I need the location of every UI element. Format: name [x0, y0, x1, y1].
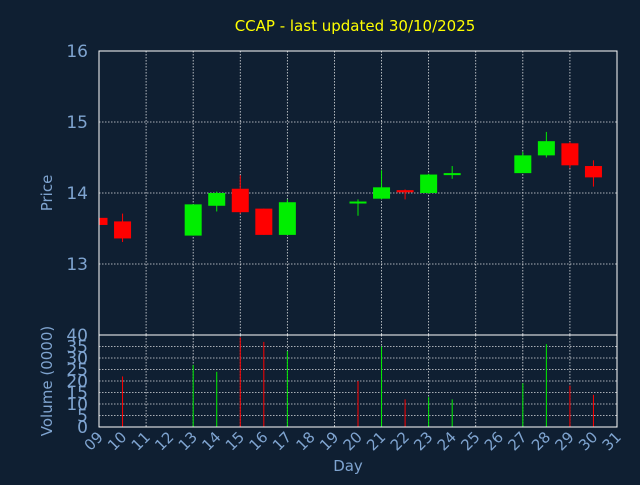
- candle: [349, 199, 367, 216]
- day-tick-label: 13: [175, 428, 201, 454]
- x-axis-label: Day: [333, 457, 363, 475]
- candle-body: [443, 173, 461, 176]
- day-tick-label: 19: [316, 428, 342, 454]
- candle: [255, 208, 273, 235]
- candle: [584, 160, 602, 187]
- day-tick-label: 27: [504, 428, 530, 454]
- candle: [537, 131, 555, 158]
- day-x-ticks: 0910111213141516171819202122232425262728…: [81, 428, 625, 454]
- candle: [98, 217, 108, 226]
- volume-tick-label: 5: [77, 407, 88, 427]
- candle-body: [208, 193, 226, 206]
- candle-body: [373, 187, 391, 199]
- volume-tick-label: 25: [66, 361, 88, 381]
- candle: [420, 173, 438, 194]
- day-tick-label: 31: [599, 428, 625, 454]
- candle: [514, 151, 532, 174]
- price-axis-label: Price: [38, 175, 56, 212]
- volume-tick-label: 10: [66, 395, 88, 415]
- volume-tick-label: 20: [66, 372, 88, 392]
- price-y-ticks: 13 14 15 16: [66, 42, 88, 275]
- price-tick-label: 13: [66, 255, 88, 275]
- volume-tick-label: 0: [77, 418, 88, 438]
- volume-tick-label: 15: [66, 384, 88, 404]
- candle-body: [114, 221, 132, 239]
- day-tick-label: 29: [552, 428, 578, 454]
- price-tick-label: 14: [66, 184, 88, 204]
- day-tick-label: 21: [363, 428, 389, 454]
- candle-body: [231, 188, 249, 213]
- day-tick-label: 28: [528, 428, 554, 454]
- day-tick-label: 20: [340, 428, 366, 454]
- chart-title: CCAP - last updated 30/10/2025: [235, 17, 476, 35]
- volume-tick-label: 35: [66, 338, 88, 358]
- volume-bars: [122, 337, 594, 427]
- day-tick-label: 16: [245, 428, 271, 454]
- candle-body: [561, 143, 579, 166]
- price-grid: [99, 50, 617, 335]
- candle: [561, 141, 579, 169]
- day-tick-label: 14: [198, 428, 224, 454]
- candle: [231, 175, 249, 214]
- candle: [373, 170, 391, 200]
- day-tick-label: 18: [293, 428, 319, 454]
- candle: [278, 199, 296, 235]
- candle-body: [278, 202, 296, 235]
- candle-body: [514, 155, 532, 174]
- day-tick-label: 30: [575, 428, 601, 454]
- volume-axis-label: Volume (0000): [38, 326, 56, 436]
- day-tick-label: 10: [104, 428, 130, 454]
- candle-body: [99, 217, 108, 225]
- candle: [184, 204, 202, 236]
- candle-body: [584, 166, 602, 178]
- candle-body: [184, 204, 202, 236]
- price-tick-label: 15: [66, 113, 88, 133]
- candle-body: [537, 141, 555, 156]
- day-tick-label: 15: [222, 428, 248, 454]
- day-tick-label: 17: [269, 428, 295, 454]
- day-tick-label: 12: [151, 428, 177, 454]
- candle-body: [255, 208, 273, 235]
- volume-panel-frame: [98, 334, 618, 428]
- price-tick-label: 16: [66, 42, 88, 62]
- volume-tick-label: 40: [66, 326, 88, 346]
- day-tick-label: 23: [410, 428, 436, 454]
- candle-body: [396, 190, 414, 193]
- day-tick-label: 25: [457, 428, 483, 454]
- day-tick-label: 22: [387, 428, 413, 454]
- candle: [396, 189, 414, 200]
- candle: [208, 191, 226, 212]
- candle: [443, 166, 461, 179]
- day-tick-label: 26: [481, 428, 507, 454]
- day-tick-label: 11: [128, 428, 154, 454]
- candle: [114, 213, 132, 242]
- day-tick-label: 24: [434, 428, 460, 454]
- price-candles: [98, 131, 602, 242]
- volume-tick-label: 30: [66, 349, 88, 369]
- candle-body: [420, 174, 438, 193]
- candle-body: [349, 201, 367, 204]
